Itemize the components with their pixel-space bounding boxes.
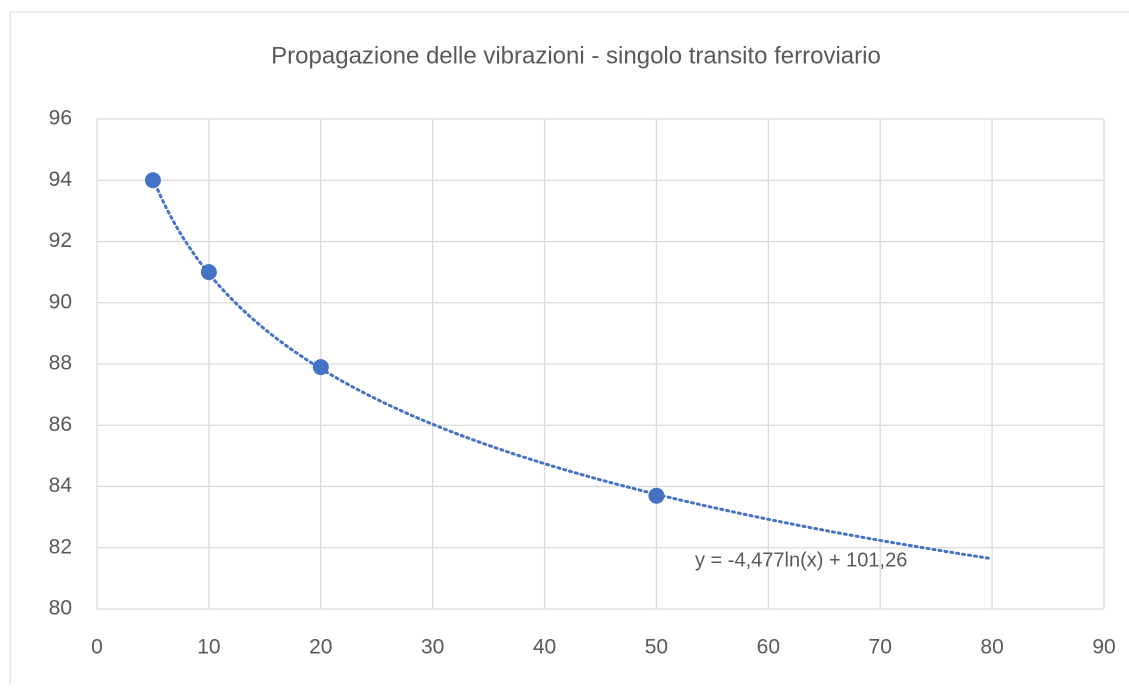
y-tick-label: 92 [49,229,72,252]
x-tick-label: 80 [980,636,1003,659]
y-tick-label: 94 [49,168,73,191]
x-tick-label: 30 [421,636,444,659]
y-tick-label: 86 [49,413,72,436]
point [144,172,161,189]
x-tick-label: 40 [533,636,556,659]
trendline-label: y = -4,477ln(x) + 101,26 [695,549,907,571]
point [648,487,665,504]
x-tick-label: 0 [91,636,103,659]
x-tick-label: 50 [645,636,668,659]
y-tick-label: 88 [49,352,72,375]
chart-area [9,11,1129,689]
x-tick-label: 90 [1092,636,1115,659]
x-tick-label: 60 [757,636,780,659]
y-tick-label: 82 [49,535,72,558]
point [312,359,329,376]
trendline [151,177,994,561]
y-tick-label: 96 [49,107,72,130]
y-tick-label: 90 [49,290,72,313]
y-tick-label: 80 [49,597,72,620]
point [200,264,217,281]
y-tick-label: 84 [49,474,73,497]
chart-title: Propagazione delle vibrazioni - singolo … [271,42,881,69]
x-tick-label: 70 [869,636,892,659]
x-tick-label: 20 [309,636,332,659]
x-tick-label: 10 [197,636,220,659]
